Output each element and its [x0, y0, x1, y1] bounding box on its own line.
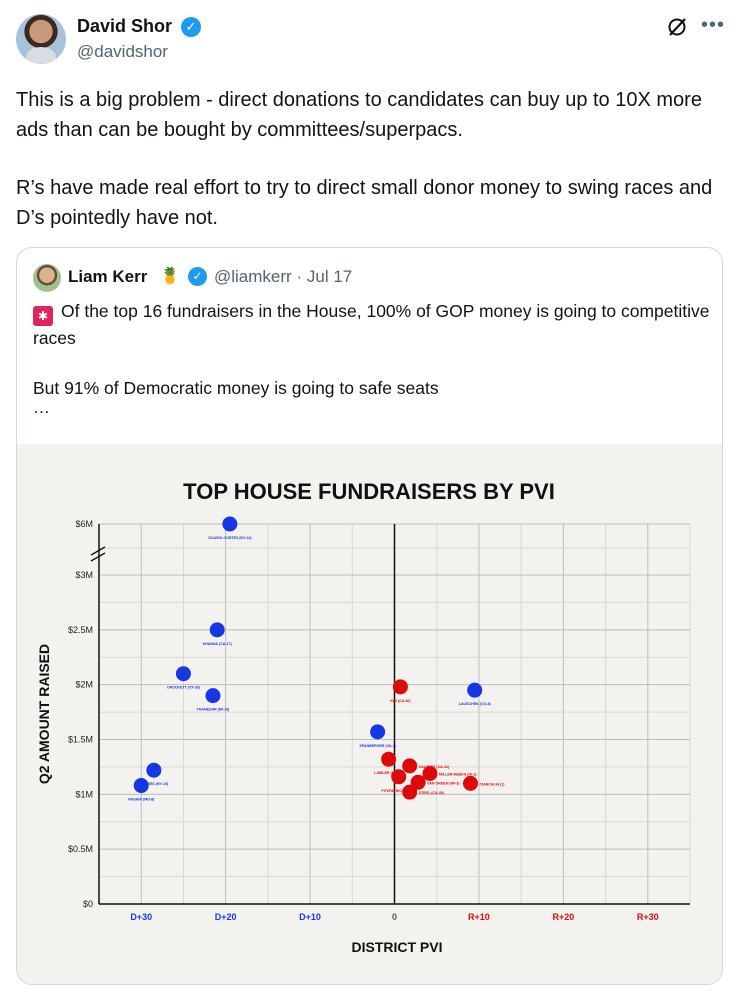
y-tick-label: $3M	[75, 570, 93, 580]
tweet-paragraph-2: R’s have made real effort to try to dire…	[16, 177, 713, 229]
data-point	[370, 724, 386, 740]
axis-break-mark	[90, 546, 106, 556]
author-name[interactable]: David Shor	[77, 16, 173, 36]
quoted-line-2: But 91% of Democratic money is going to …	[33, 378, 439, 398]
quoted-line-1-text: Of the top 16 fundraisers in the House, …	[33, 301, 710, 348]
data-point	[410, 774, 426, 790]
data-point	[402, 758, 418, 774]
data-point	[133, 778, 149, 794]
point-label: KHANNA (CA-17)	[203, 642, 233, 646]
quoted-ellipsis: …	[33, 398, 50, 417]
y-tick-label: $0.5M	[68, 844, 93, 854]
point-label: LAWLER (NY-17)	[374, 771, 403, 775]
point-label: CIANCALIA (1)	[479, 782, 505, 786]
x-tick-label: D+20	[215, 912, 237, 922]
quoted-date: Jul 17	[306, 267, 353, 286]
data-point	[391, 769, 407, 785]
point-label: CROCKETT (TX-30)	[167, 686, 201, 690]
point-label: KIM (CA-40)	[390, 699, 411, 703]
quoted-text: ✱ Of the top 16 fundraisers in the House,…	[33, 299, 713, 401]
tweet-paragraph-1: This is a big problem - direct donations…	[16, 89, 702, 141]
data-point	[381, 751, 397, 767]
y-tick-label: $1.5M	[68, 735, 93, 745]
point-label: STEEL (CA-45)	[419, 791, 445, 795]
point-label: TORRES (NY-15)	[140, 782, 169, 786]
pineapple-emoji: 🍍	[160, 268, 180, 285]
data-point	[392, 679, 408, 695]
y-tick-label: $2M	[75, 680, 93, 690]
scatter-chart: TOP HOUSE FUNDRAISERS BY PVI DISTRICT PVI…	[36, 479, 691, 955]
author-handle[interactable]: @davidshor	[77, 42, 168, 61]
verified-badge-icon: ✓	[181, 17, 201, 37]
y-tick-label: $2.5M	[68, 625, 93, 635]
point-label: FITZPATRICK (PA-1)	[382, 789, 417, 793]
quoted-author-avatar[interactable]	[33, 264, 61, 292]
tweet-text: This is a big problem - direct donations…	[16, 86, 731, 233]
y-tick-label: $6M	[75, 519, 93, 529]
point-label: SPANBERGER (VA-7)	[359, 744, 396, 748]
x-tick-label: D+10	[299, 912, 321, 922]
chart-title: TOP HOUSE FUNDRAISERS BY PVI	[183, 479, 555, 504]
quoted-author-handle: @liamkerr	[214, 267, 292, 286]
point-label: OCASIO-CORTEZ (NY-14)	[208, 536, 252, 540]
x-tick-label: R+20	[552, 912, 574, 922]
verified-badge-icon: ✓	[188, 267, 207, 286]
data-point	[209, 622, 225, 638]
data-point	[222, 516, 238, 532]
x-tick-label: R+10	[468, 912, 490, 922]
quoted-author-name: Liam Kerr	[68, 267, 148, 286]
data-point	[402, 784, 418, 800]
x-tick-label: D+30	[130, 912, 152, 922]
grok-icon[interactable]	[666, 16, 688, 38]
data-point	[205, 688, 221, 704]
data-point	[462, 775, 478, 791]
point-label: CALVERT (CA-41)	[419, 765, 450, 769]
quoted-meta: @liamkerr · Jul 17	[214, 267, 352, 287]
axis-break-mark	[90, 552, 106, 562]
point-label: RASKIN (MD-8)	[128, 798, 155, 802]
date-separator: ·	[296, 267, 303, 286]
quoted-tweet[interactable]: Liam Kerr 🍍 ✓ @liamkerr · Jul 17 ✱ Of the…	[16, 247, 723, 985]
point-label: THANEDAR (MI-13)	[197, 708, 231, 712]
data-point	[422, 765, 438, 781]
y-tick-label: $1M	[75, 789, 93, 799]
more-icon[interactable]: •••	[701, 14, 726, 36]
y-axis-title: Q2 AMOUNT RAISED	[36, 644, 52, 784]
author-avatar[interactable]	[16, 14, 66, 64]
data-point	[175, 666, 191, 682]
x-tick-label: 0	[392, 912, 397, 922]
x-tick-label: R+30	[637, 912, 659, 922]
x-axis-title: DISTRICT PVI	[351, 939, 442, 955]
quoted-line-1: ✱ Of the top 16 fundraisers in the House,…	[33, 299, 713, 351]
point-label: MILLER-MEEKS (IA-1)	[439, 772, 477, 776]
point-label: LAUSCHEK (CO-8)	[459, 702, 492, 706]
point-label: VAN ORDEN (WI-3)	[427, 781, 460, 785]
data-point	[146, 762, 162, 778]
data-point	[467, 682, 483, 698]
y-tick-label: $0	[83, 899, 93, 909]
siren-icon: ✱	[33, 306, 53, 326]
chart-image[interactable]: TOP HOUSE FUNDRAISERS BY PVI DISTRICT PVI…	[17, 444, 722, 984]
